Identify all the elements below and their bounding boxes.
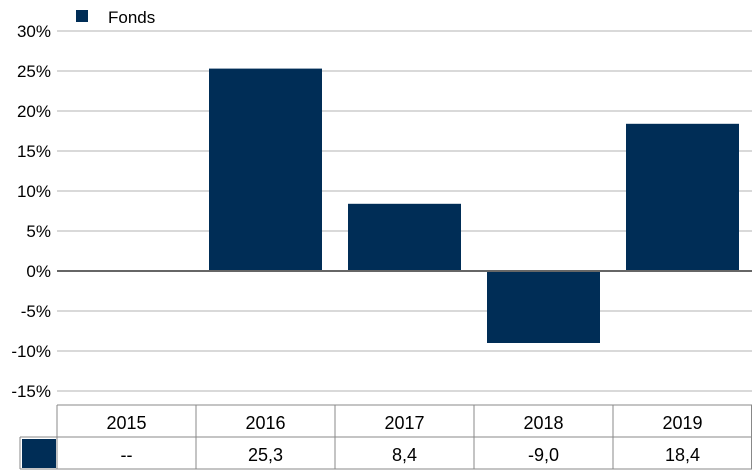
bar-2018 xyxy=(487,271,600,343)
table-header-2018: 2018 xyxy=(523,413,563,433)
y-tick-label: 5% xyxy=(26,222,51,241)
bar-2017 xyxy=(348,203,461,271)
y-tick-label: -15% xyxy=(11,382,51,401)
y-tick-label: 15% xyxy=(17,142,51,161)
legend-label-fonds: Fonds xyxy=(108,8,155,27)
table-header-2017: 2017 xyxy=(384,413,424,433)
y-tick-label: 10% xyxy=(17,182,51,201)
bar-2016 xyxy=(209,68,322,271)
table-value-2018: -9,0 xyxy=(528,445,559,465)
y-tick-label: 0% xyxy=(26,262,51,281)
bars xyxy=(209,68,739,343)
table-value-2015: -- xyxy=(121,445,133,465)
table-value-2019: 18,4 xyxy=(665,445,700,465)
y-tick-label: 30% xyxy=(17,22,51,41)
legend-swatch-fonds xyxy=(76,10,88,22)
table-value-2016: 25,3 xyxy=(248,445,283,465)
y-tick-label: -5% xyxy=(21,302,51,321)
table-header-2016: 2016 xyxy=(245,413,285,433)
legend: Fonds xyxy=(76,8,155,27)
y-tick-label: -10% xyxy=(11,342,51,361)
table-value-2017: 8,4 xyxy=(392,445,417,465)
y-axis-tick-labels: 30% 25% 20% 15% 10% 5% 0% -5% -10% -15% xyxy=(11,22,51,401)
y-tick-label: 25% xyxy=(17,62,51,81)
bar-2019 xyxy=(626,123,739,271)
data-table: 2015 -- 2016 25,3 2017 8,4 2018 -9,0 2019 18,4 xyxy=(19,404,752,470)
y-tick-label: 20% xyxy=(17,102,51,121)
table-series-key-fonds xyxy=(22,439,56,468)
table-header-2019: 2019 xyxy=(662,413,702,433)
table-header-2015: 2015 xyxy=(106,413,146,433)
